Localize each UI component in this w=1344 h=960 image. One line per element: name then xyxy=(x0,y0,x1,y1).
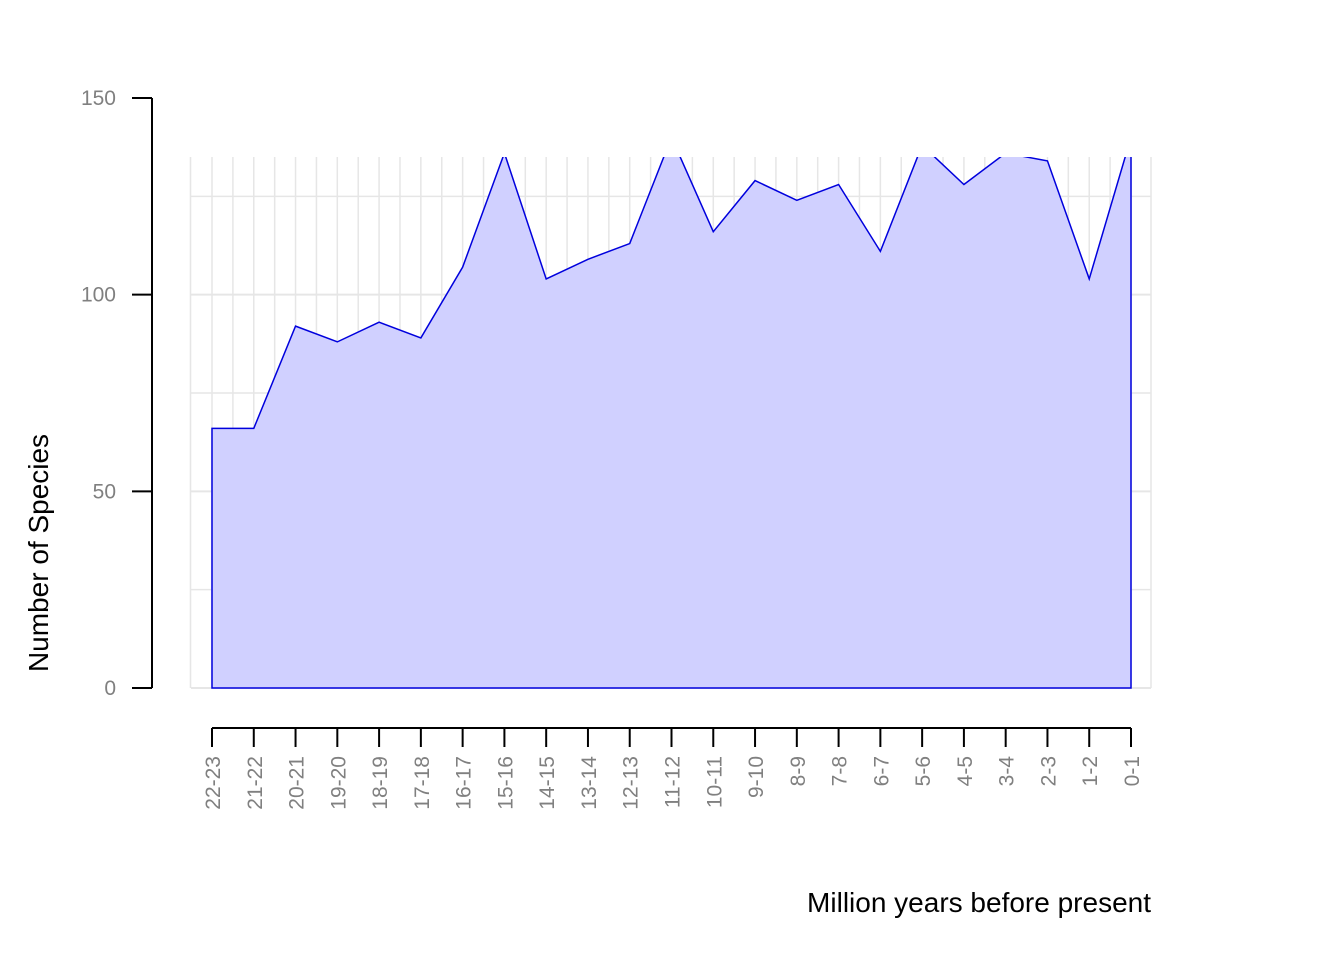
x-tick-label: 4-5 xyxy=(954,756,977,786)
x-tick-label: 2-3 xyxy=(1037,756,1060,786)
x-tick-label: 0-1 xyxy=(1121,756,1144,786)
x-tick-label: 20-21 xyxy=(286,756,309,810)
x-tick-label: 8-9 xyxy=(787,756,810,786)
area-fill xyxy=(212,157,1131,688)
x-tick-label: 19-20 xyxy=(327,756,350,810)
x-tick-label: 17-18 xyxy=(411,756,434,810)
x-axis-title: Million years before present xyxy=(807,887,1151,918)
x-tick-label: 22-23 xyxy=(202,756,225,810)
y-tick-label: 0 xyxy=(104,677,116,700)
x-tick-label: 5-6 xyxy=(912,756,935,786)
x-tick-label: 21-22 xyxy=(244,756,267,810)
x-tick-label: 12-13 xyxy=(620,756,643,810)
x-tick-label: 7-8 xyxy=(829,756,852,786)
x-tick-label: 6-7 xyxy=(870,756,893,786)
y-tick-label: 50 xyxy=(93,480,116,503)
x-tick-label: 10-11 xyxy=(703,756,726,808)
area-outline xyxy=(211,157,1132,689)
plot-area xyxy=(211,157,1132,689)
x-tick-label: 11-12 xyxy=(662,756,685,808)
y-axis: 0 50 100 150 xyxy=(81,87,153,700)
x-tick-label: 18-19 xyxy=(369,756,392,810)
x-tick-label: 16-17 xyxy=(453,756,476,810)
x-tick-label: 1-2 xyxy=(1079,756,1102,786)
x-tick-label: 9-10 xyxy=(745,756,768,798)
x-axis: 22-23 21-22 20-21 19-20 18-19 17-18 16-17 15-16… xyxy=(202,727,1144,810)
x-tick-label: 15-16 xyxy=(494,756,517,810)
y-axis-title: Number of Species xyxy=(23,434,54,672)
x-tick-label: 14-15 xyxy=(536,756,559,810)
x-tick-label: 13-14 xyxy=(578,756,601,810)
x-tick-label: 3-4 xyxy=(996,756,1019,787)
y-tick-label: 100 xyxy=(81,284,116,307)
y-tick-label: 150 xyxy=(81,87,116,110)
